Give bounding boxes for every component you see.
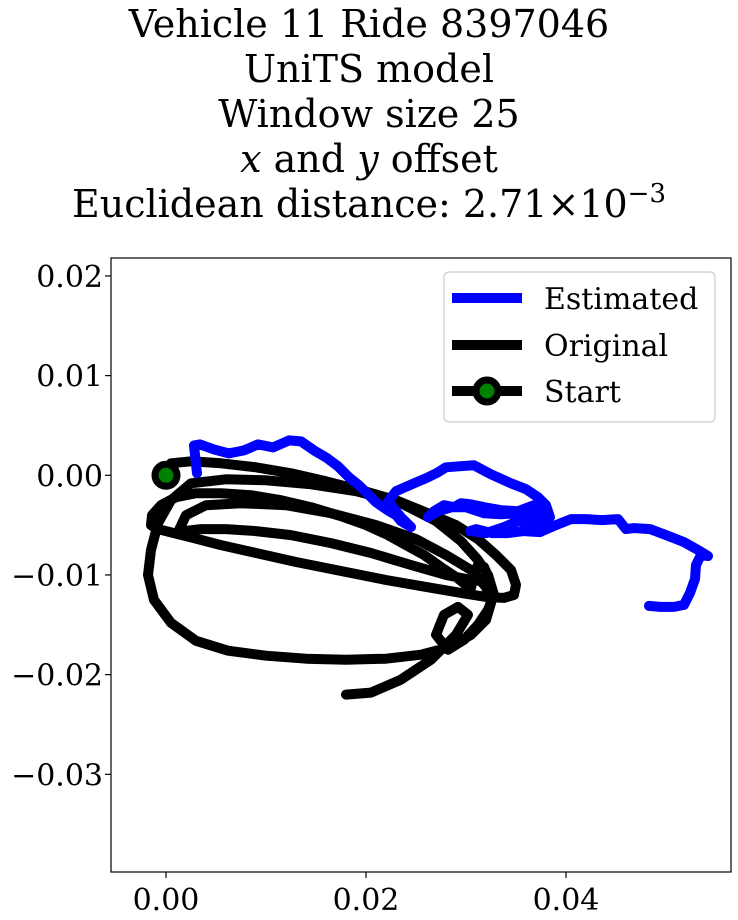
- title-exponent-base: 10: [579, 182, 628, 226]
- plot-frame: [110, 257, 732, 873]
- title-times-sign: ×: [547, 182, 580, 226]
- legend: Estimated Original Start: [443, 271, 716, 423]
- title-exponent: −3: [627, 179, 666, 209]
- legend-start-label: Start: [544, 375, 621, 410]
- title-line-distance: Euclidean distance: 2.71×10−3: [0, 179, 738, 227]
- x-tick-label: 0.02: [333, 883, 400, 918]
- y-tick-label: −0.03: [11, 758, 103, 793]
- title-var-x: x: [240, 137, 262, 181]
- series-line-original: [143, 456, 521, 700]
- y-tick-label: 0.02: [36, 260, 103, 295]
- x-tick-label: 0.04: [533, 883, 600, 918]
- title-var-y: y: [357, 137, 379, 181]
- title-line-vehicle-ride: Vehicle 11 Ride 8397046: [128, 2, 610, 46]
- title-distance-prefix: Euclidean distance: 2.71: [72, 182, 548, 226]
- title-line-offset: x and y offset: [0, 137, 738, 182]
- chart-title: Vehicle 11 Ride 8397046 UniTS model Wind…: [0, 2, 738, 227]
- start-marker: [151, 460, 181, 490]
- legend-box: [443, 271, 716, 423]
- title-line-window-size: Window size 25: [218, 92, 520, 136]
- title-offset: offset: [378, 137, 498, 181]
- series-line-estimated: [189, 435, 713, 612]
- title-line-model: UniTS model: [244, 47, 494, 91]
- legend-original-label: Original: [544, 329, 668, 364]
- title-and: and: [261, 137, 358, 181]
- plot-lines: [143, 435, 713, 700]
- y-tick-label: 0.01: [36, 360, 103, 395]
- axis-ticks: 0.00 0.02 0.04 0.02 0.01 0.00 −0.01 −0.02 −0.03: [11, 260, 599, 918]
- legend-estimated-label: Estimated: [544, 282, 698, 317]
- y-tick-label: −0.02: [11, 659, 103, 694]
- legend-start-marker: [472, 376, 502, 406]
- x-tick-label: 0.00: [133, 883, 200, 918]
- y-tick-label: −0.01: [11, 559, 103, 594]
- y-tick-label: 0.00: [36, 459, 103, 494]
